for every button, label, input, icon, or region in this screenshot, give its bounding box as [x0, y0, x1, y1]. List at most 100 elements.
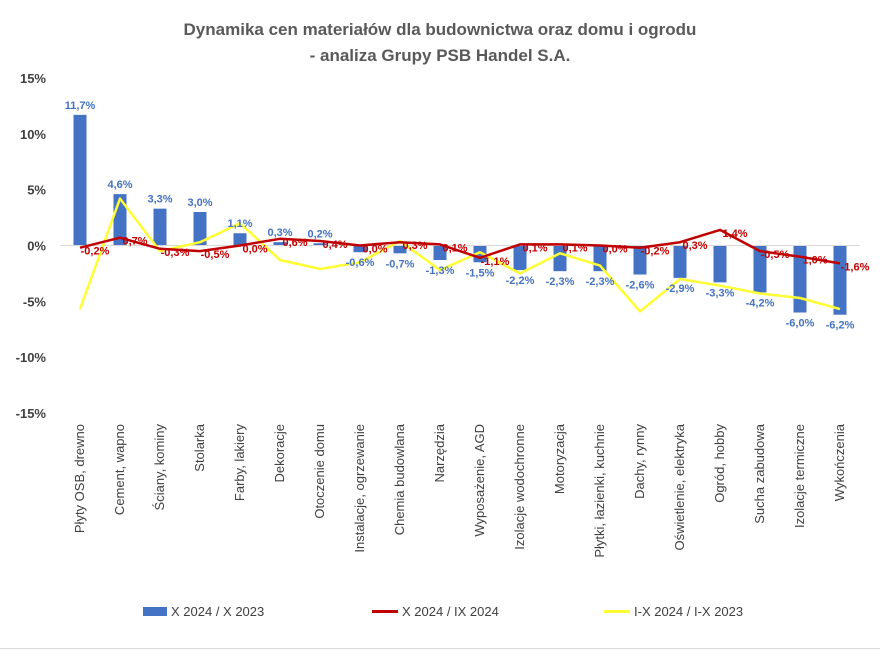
line-series	[78, 197, 841, 313]
bar-data-label: -1,3%	[426, 265, 455, 277]
line-data-label: 0,1%	[442, 242, 467, 254]
line-data-label: -1,6%	[841, 261, 870, 273]
category-label: Izolacje termiczne	[792, 424, 807, 528]
bar	[513, 245, 527, 271]
bar-data-labels: 11,7%4,6%3,3% 3,0%1,1%0,3% 0,2%-0,6% -0,7%-…	[65, 100, 855, 332]
line-data-labels: -0,2%0,7%-0,3% -0,5% 0,0%0,6% 0,4% 0,0% 0,3% 0…	[81, 228, 870, 274]
chart-title-line-1: Dynamika cen materiałów dla budownictwa …	[183, 20, 697, 39]
y-tick-label: -10%	[16, 350, 47, 365]
category-label: Stolarka	[192, 423, 207, 471]
bar-data-label: 0,3%	[267, 227, 292, 239]
bar	[353, 245, 367, 253]
category-label: Sucha zabudowa	[752, 423, 767, 524]
category-label: Płytki, łazienki, kuchnie	[592, 424, 607, 558]
x-axis: Płyty OSB, drewno Cement, wapno Ściany, ko…	[72, 423, 847, 557]
category-label: Izolacje wodochronne	[512, 424, 527, 550]
series-line	[79, 228, 841, 265]
category-label: Dachy, rynny	[632, 424, 647, 499]
line-data-label: 0,0%	[242, 244, 267, 256]
y-axis: -15% -10% -5% 0% 5% 10% 15%	[16, 71, 47, 421]
bar	[633, 245, 647, 275]
category-label: Cement, wapno	[112, 424, 127, 515]
chart-plot: -15% -10% -5% 0% 5% 10% 15% 11,7% 4,6% 3,3% 3,0% 1…	[16, 71, 870, 558]
bar-data-label: -2,3%	[586, 276, 615, 288]
legend-item: I-X 2024 / I-X 2023	[604, 604, 743, 619]
category-label: Chemia budowlana	[392, 423, 407, 535]
bar-data-label: 4,6%	[107, 179, 132, 191]
bar	[713, 245, 727, 283]
category-label: Otoczenie domu	[312, 424, 327, 519]
line-data-label: 0,1%	[562, 242, 587, 254]
y-tick-label: 5%	[27, 183, 46, 198]
line-data-label: 0,6%	[282, 237, 307, 249]
bar-series	[73, 114, 847, 315]
line-data-label: 0,0%	[362, 244, 387, 256]
line-data-label: 0,4%	[322, 239, 347, 251]
bar	[73, 114, 87, 246]
bar-data-label: -0,6%	[346, 257, 375, 269]
category-label: Farby, lakiery	[232, 424, 247, 502]
bar-data-label: 0,2%	[307, 228, 332, 240]
legend-label: X 2024 / IX 2024	[402, 604, 499, 619]
bar	[393, 245, 407, 254]
line-data-label: -0,2%	[641, 246, 670, 258]
category-label: Wyposażenie, AGD	[472, 424, 487, 537]
bar	[153, 208, 167, 246]
bar-data-label: -1,5%	[466, 267, 495, 279]
bar-data-label: -6,2%	[826, 320, 855, 332]
category-label: Wykończenia	[832, 423, 847, 501]
line-data-label: -0,2%	[81, 246, 110, 258]
y-tick-label: 10%	[20, 127, 46, 142]
category-label: Ogród, hobby	[712, 424, 727, 503]
legend-item: X 2024 / IX 2024	[372, 604, 499, 619]
line-data-label: 1,4%	[722, 228, 747, 240]
bar-data-label: -2,3%	[546, 276, 575, 288]
bar	[473, 245, 487, 263]
y-tick-label: -5%	[23, 294, 47, 309]
bar-data-label: 11,7%	[65, 100, 96, 112]
y-tick-label: 15%	[20, 71, 46, 86]
line-data-label: 0,7%	[122, 236, 147, 248]
line-data-label: 0,3%	[402, 240, 427, 252]
line-data-label: 1,0%	[802, 255, 827, 267]
bar	[553, 245, 567, 272]
bar	[433, 245, 447, 261]
line-data-label: -0,3%	[161, 247, 190, 259]
category-label: Motoryzacja	[552, 423, 567, 494]
line-data-label: 0,0%	[602, 244, 627, 256]
bar-data-label: -6,0%	[786, 318, 815, 330]
category-label: Dekoracje	[272, 424, 287, 483]
line-data-label: -1,1%	[481, 256, 510, 268]
line-data-label: 0,1%	[522, 242, 547, 254]
legend-swatch	[604, 610, 630, 613]
bar-data-label: -2,2%	[506, 275, 535, 287]
bar-data-label: 1,1%	[227, 218, 252, 230]
series-line	[78, 197, 841, 313]
bar	[273, 242, 287, 246]
bar-data-label: -2,9%	[666, 283, 695, 295]
chart-legend: X 2024 / X 2023 X 2024 / IX 2024 I-X 2024 …	[0, 604, 880, 624]
bar	[193, 212, 207, 246]
bar	[753, 245, 767, 293]
y-tick-label: 0%	[27, 239, 46, 254]
bar-data-label: -2,6%	[626, 280, 655, 292]
bar-data-label: -4,2%	[746, 297, 775, 309]
legend-label: I-X 2024 / I-X 2023	[634, 604, 744, 619]
category-label: Oświetlenie, elektryka	[672, 423, 687, 550]
bar-data-label: 3,3%	[147, 194, 172, 206]
bar	[673, 245, 687, 278]
category-label: Instalacje, ogrzewanie	[352, 424, 367, 553]
category-label: Płyty OSB, drewno	[72, 424, 87, 533]
legend-swatch	[143, 607, 167, 616]
bar-data-label: 3,0%	[187, 197, 212, 209]
legend-item: X 2024 / X 2023	[143, 604, 264, 619]
bar-data-label: -0,7%	[386, 258, 415, 270]
bar-data-label: -3,3%	[706, 287, 735, 299]
legend-label: X 2024 / X 2023	[171, 604, 265, 619]
bar	[833, 245, 847, 315]
category-label: Narzędzia	[432, 423, 447, 482]
bar	[233, 233, 247, 246]
category-label: Ściany, kominy	[152, 424, 167, 511]
line-data-label: -0,5%	[201, 249, 230, 261]
